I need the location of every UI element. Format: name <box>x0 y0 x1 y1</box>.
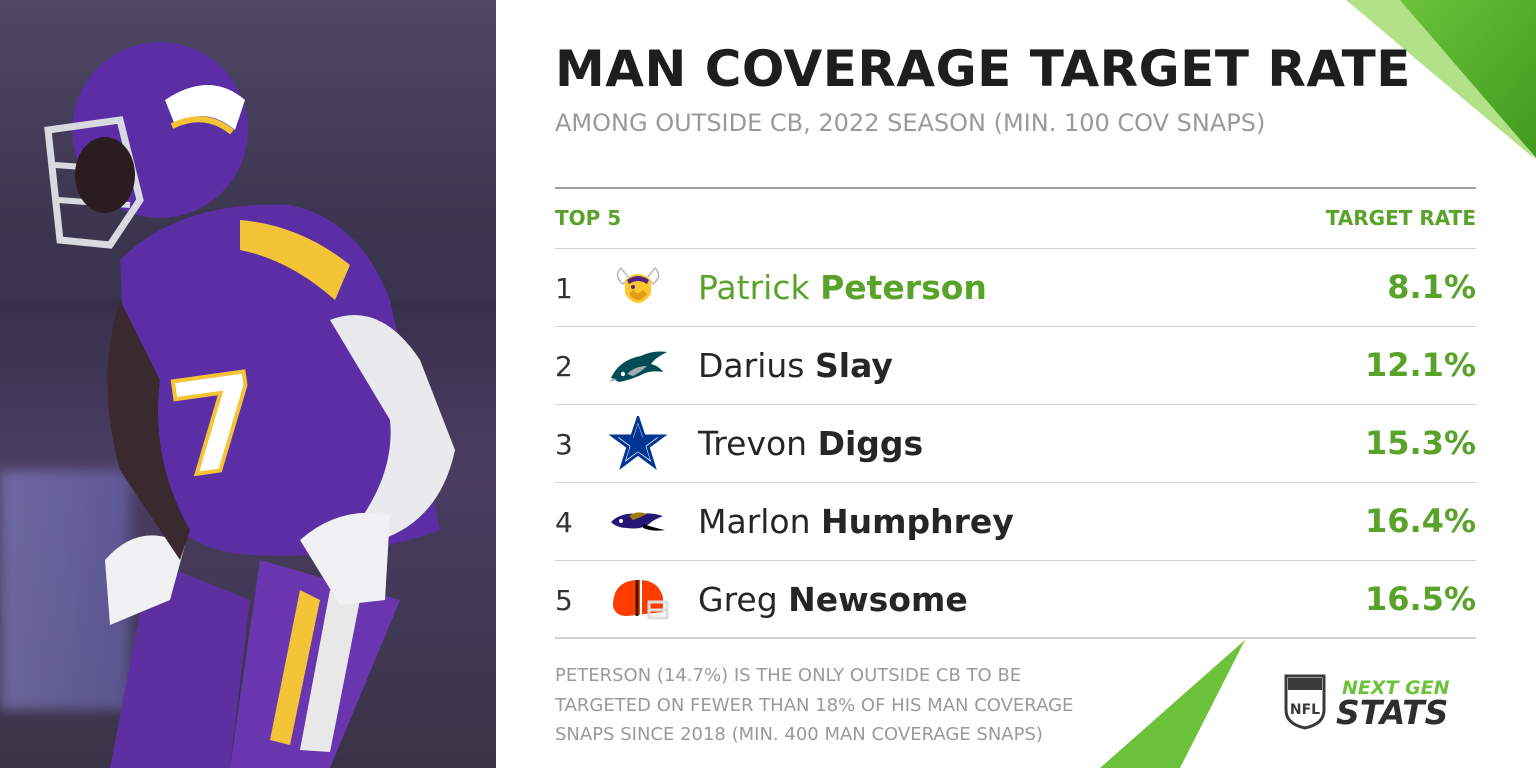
player-name: Trevon Diggs <box>698 424 923 463</box>
player-name: Patrick Peterson <box>698 268 987 307</box>
ravens-logo-icon <box>611 512 665 531</box>
player-last-name: Slay <box>814 346 893 385</box>
target-rate-value: 8.1% <box>1387 268 1476 306</box>
vikings-logo-icon <box>616 266 660 303</box>
player-first-name: Patrick <box>698 268 810 307</box>
divider <box>555 187 1476 189</box>
target-rate-value: 16.5% <box>1364 580 1476 618</box>
player-name: Greg Newsome <box>698 580 968 619</box>
nfl-shield-icon: NFL <box>1284 674 1326 730</box>
rank-number: 1 <box>555 272 573 305</box>
cowboys-star-icon <box>608 416 668 470</box>
player-first-name: Trevon <box>698 424 808 463</box>
player-last-name: Diggs <box>817 424 924 463</box>
divider <box>555 637 1476 639</box>
rank-number: 5 <box>555 584 573 617</box>
player-first-name: Greg <box>698 580 778 619</box>
target-rate-value: 12.1% <box>1364 346 1476 384</box>
rank-number: 3 <box>555 428 573 461</box>
footnote: PETERSON (14.7%) IS THE ONLY OUTSIDE CB … <box>555 665 1074 745</box>
target-rate-value: 16.4% <box>1364 502 1476 540</box>
table-row: 1 Patrick Peterson 8.1% <box>555 248 1476 326</box>
table-row: 4 Marlon Humphrey 16.4% <box>555 482 1476 560</box>
table-row: 3 Trevon Diggs 15.3% <box>555 404 1476 482</box>
browns-helmet-icon <box>613 580 669 620</box>
player-first-name: Darius <box>698 346 805 385</box>
rank-number: 4 <box>555 506 573 539</box>
nfl-shield-text: NFL <box>1290 702 1320 718</box>
player-last-name: Humphrey <box>821 502 1014 541</box>
table-row: 5 Greg Newsome 16.5% <box>555 560 1476 638</box>
player-name: Darius Slay <box>698 346 893 385</box>
player-name: Marlon Humphrey <box>698 502 1014 541</box>
chart-card: MAN COVERAGE TARGET RATE AMONG OUTSIDE C… <box>555 0 1476 768</box>
player-photo: 7 <box>0 0 496 768</box>
column-header-target-rate: TARGET RATE <box>1325 206 1476 230</box>
player-last-name: Peterson <box>820 268 987 307</box>
rank-number: 2 <box>555 350 573 383</box>
brand-line-2: STATS <box>1336 693 1448 730</box>
next-gen-stats-logo: NFL NEXT GEN STATS <box>1284 674 1450 730</box>
column-header-rank: TOP 5 <box>555 206 622 230</box>
page-title: MAN COVERAGE TARGET RATE <box>555 40 1411 98</box>
player-first-name: Marlon <box>698 502 811 541</box>
page-subtitle: AMONG OUTSIDE CB, 2022 SEASON (MIN. 100 … <box>555 109 1266 137</box>
brand-line-1: NEXT GEN <box>1342 677 1450 699</box>
table-row: 2 Darius Slay 12.1% <box>555 326 1476 404</box>
eagles-logo-icon <box>609 351 667 382</box>
player-last-name: Newsome <box>788 580 968 619</box>
target-rate-value: 15.3% <box>1364 424 1476 462</box>
